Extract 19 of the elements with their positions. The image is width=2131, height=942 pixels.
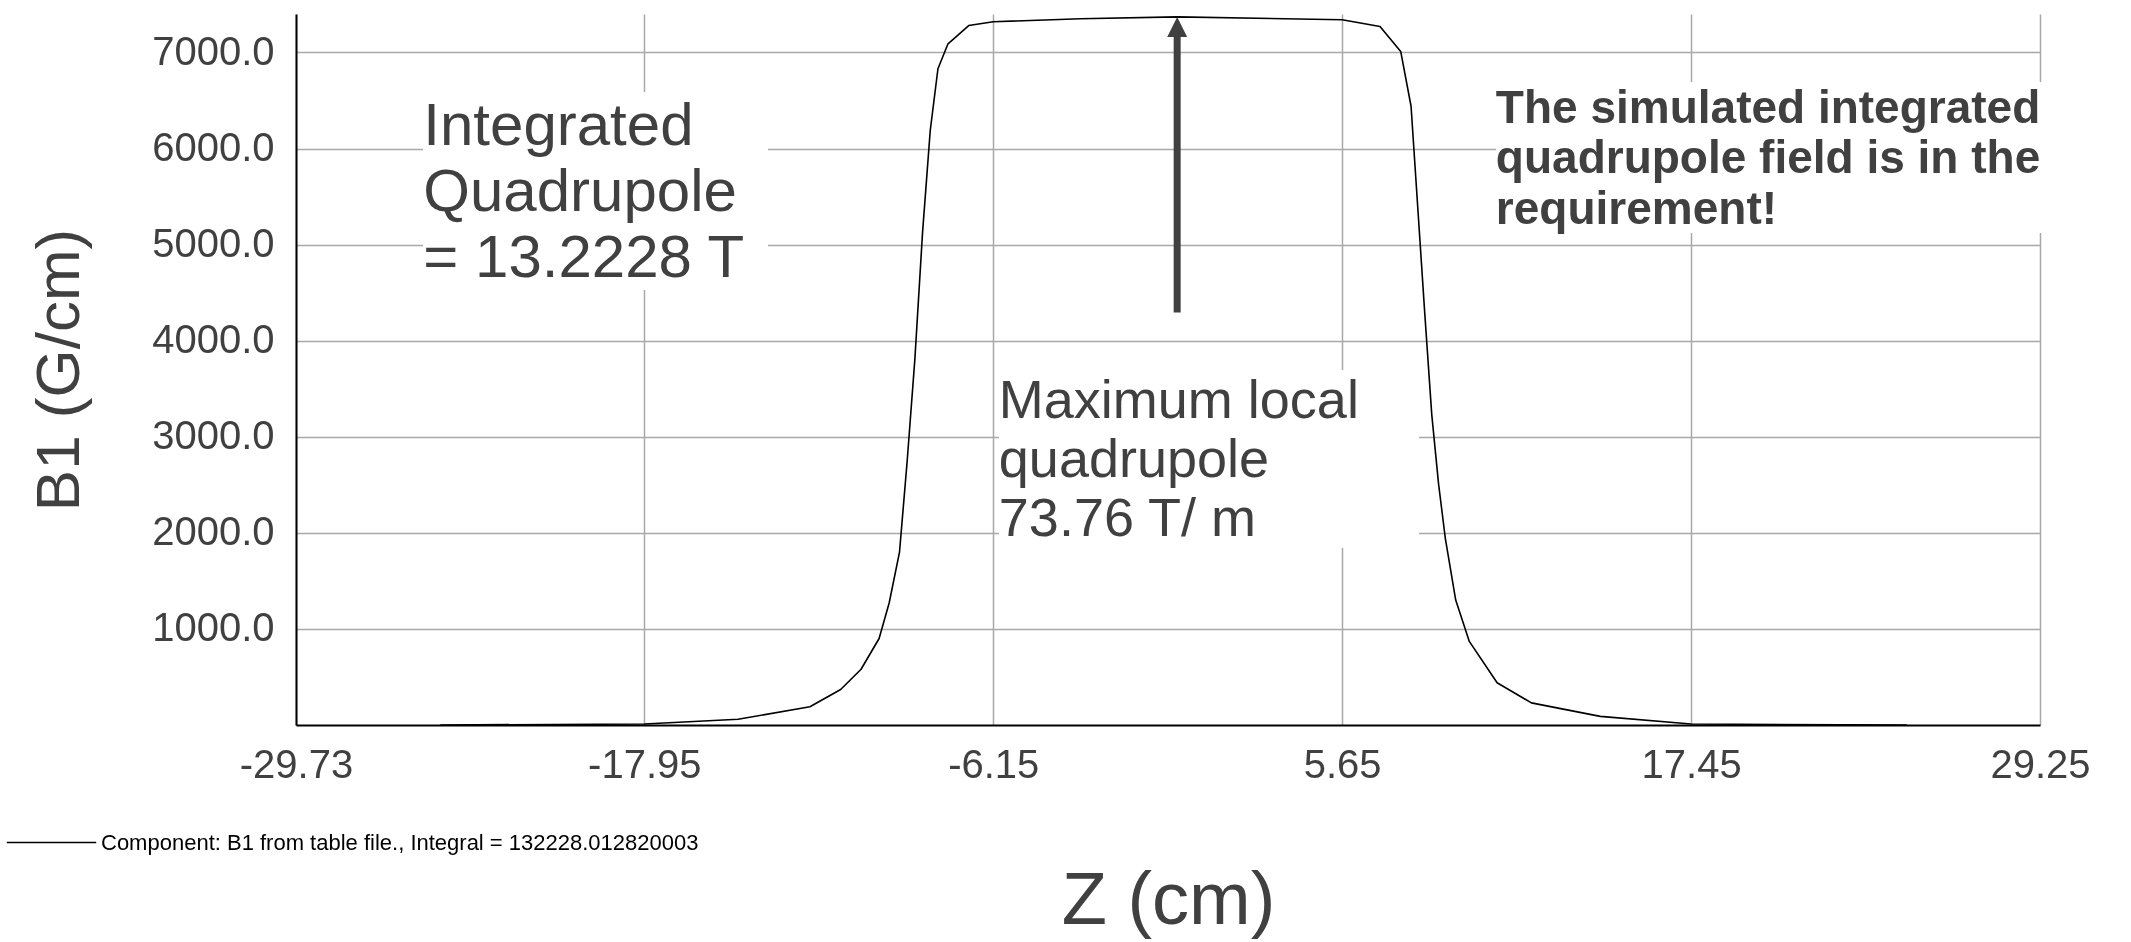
x-tick-label: 29.25 [1990, 741, 2091, 786]
x-axis-title: Z (cm) [1061, 856, 1276, 940]
x-tick-label: 17.45 [1641, 741, 1742, 786]
y-tick-label: 2000.0 [152, 509, 275, 554]
y-tick-label: 6000.0 [152, 125, 275, 170]
y-axis-title: B1 (G/cm) [23, 228, 93, 512]
x-tick-label: -17.95 [588, 741, 702, 786]
x-tick-label: 5.65 [1303, 741, 1382, 786]
y-tick-label: 4000.0 [152, 317, 275, 362]
legend-label: Component: B1 from table file., Integral = 132228.012820003 [101, 829, 699, 855]
y-tick-label: 5000.0 [152, 221, 275, 266]
annotation: The simulated integrated quadrupole field is in the requirement! [1495, 80, 2131, 234]
x-tick-label: -6.15 [948, 741, 1040, 786]
y-tick-label: 3000.0 [152, 413, 275, 458]
x-tick-label: -29.73 [239, 741, 354, 786]
annotation: Integrated Quadrupole = 13.2228 T [423, 91, 769, 291]
y-tick-label: 1000.0 [152, 605, 275, 650]
annotation: Maximum local quadrupole 73.76 T/ m [998, 368, 1419, 548]
y-tick-label: 7000.0 [152, 28, 275, 73]
